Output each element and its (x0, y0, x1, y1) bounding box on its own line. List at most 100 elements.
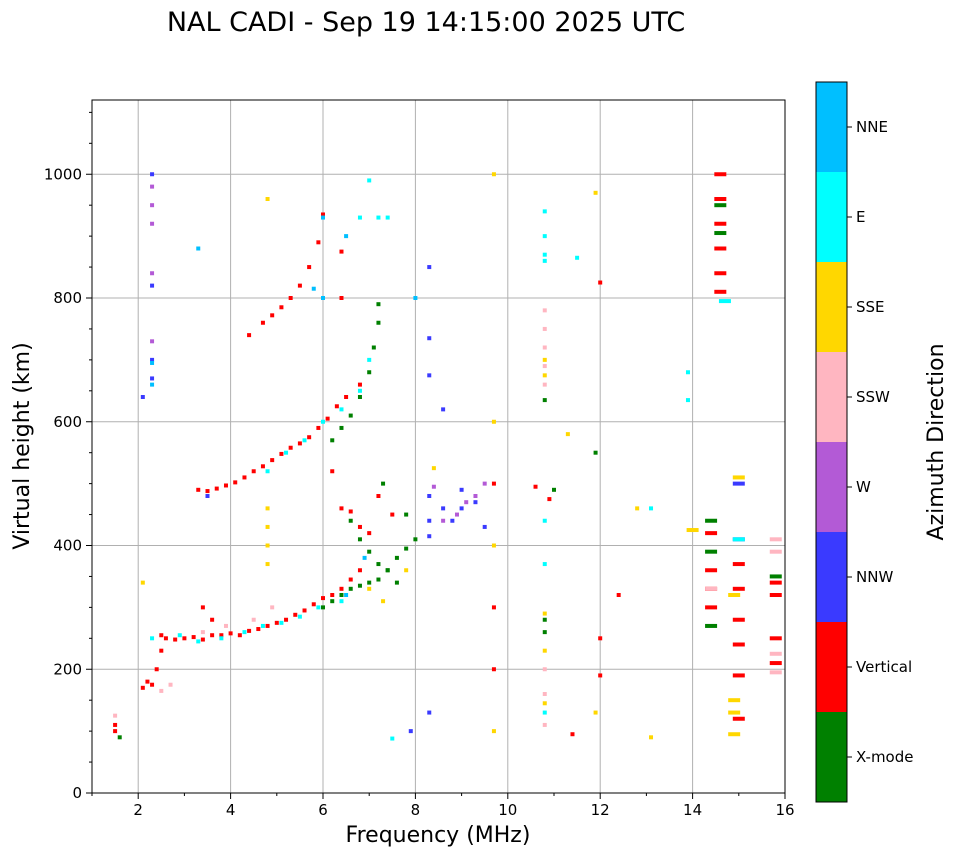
data-point (284, 617, 289, 622)
data-point (256, 627, 261, 632)
data-point (385, 568, 390, 573)
data-point (570, 732, 575, 737)
data-point (732, 617, 745, 622)
colorbar-label: W (856, 478, 871, 496)
x-tick-label: 16 (775, 801, 794, 819)
colorbar-segment (816, 442, 847, 532)
data-point (311, 286, 316, 291)
data-point (270, 605, 275, 610)
data-point (150, 184, 155, 189)
data-point (344, 593, 349, 597)
data-point (348, 577, 353, 582)
data-point (150, 382, 155, 387)
data-point (769, 661, 782, 666)
data-point (649, 506, 654, 511)
data-point (381, 599, 386, 604)
data-point (473, 500, 478, 505)
data-point (728, 710, 741, 715)
data-point (705, 568, 718, 573)
data-point (196, 246, 201, 251)
colorbar-label: SSE (856, 298, 885, 316)
data-point (732, 537, 745, 542)
data-point (348, 509, 353, 514)
data-point (404, 568, 409, 573)
data-point (150, 221, 155, 226)
x-tick-label: 2 (133, 801, 143, 819)
data-point (117, 735, 122, 740)
data-point (427, 710, 432, 715)
data-point (542, 382, 547, 387)
data-point (113, 729, 118, 734)
data-point (542, 630, 547, 635)
data-point (376, 320, 381, 325)
data-point (367, 549, 372, 554)
colorbar-frame (815, 81, 848, 803)
data-point (394, 580, 399, 585)
data-point (339, 296, 344, 300)
data-point (260, 623, 265, 628)
data-point (150, 271, 155, 276)
data-point (427, 518, 432, 523)
data-point (649, 735, 654, 740)
data-point (330, 469, 335, 474)
data-point (542, 518, 547, 523)
data-point (307, 435, 312, 440)
data-point (728, 732, 741, 737)
y-tick-label: 600 (53, 413, 82, 431)
data-point (177, 633, 182, 638)
data-point (214, 486, 219, 491)
data-point (357, 537, 362, 542)
data-point (265, 562, 270, 567)
data-point (367, 580, 372, 585)
data-point (357, 524, 362, 529)
data-point (714, 172, 727, 177)
data-point (728, 698, 741, 703)
data-point (223, 623, 228, 628)
data-point (344, 395, 349, 399)
data-point (464, 500, 469, 505)
data-point (385, 215, 390, 220)
data-point (288, 445, 293, 450)
data-point (321, 605, 325, 610)
data-point (339, 407, 344, 412)
data-point (718, 299, 731, 304)
colorbar-label: NNE (856, 118, 888, 136)
data-point (297, 614, 302, 619)
data-point (714, 231, 727, 236)
data-point (325, 416, 330, 421)
data-point (330, 593, 335, 597)
data-point (714, 271, 727, 276)
data-point (339, 506, 344, 511)
colorbar-label: E (856, 208, 865, 226)
data-point (482, 524, 487, 529)
data-point (228, 631, 233, 636)
colorbar-title: Azimuth Direction (924, 343, 949, 540)
data-point (491, 481, 496, 486)
data-point (321, 212, 325, 217)
data-point (542, 722, 547, 727)
y-axis-ticks: 0 200 400 600 800 1000 (44, 111, 92, 802)
data-point (732, 673, 745, 678)
data-point (394, 555, 399, 560)
data-point (491, 605, 496, 610)
data-point (297, 283, 302, 288)
x-tick-label: 4 (226, 801, 236, 819)
data-point (362, 555, 367, 560)
data-point (302, 608, 307, 613)
data-point (413, 296, 418, 300)
data-point (357, 583, 362, 588)
y-tick-label: 400 (53, 537, 82, 555)
data-point (593, 710, 598, 715)
data-point (348, 586, 353, 591)
data-point (431, 484, 436, 489)
data-point (200, 637, 205, 642)
data-point (150, 360, 155, 365)
data-point (593, 190, 598, 195)
data-point (330, 438, 335, 443)
data-point (339, 599, 344, 604)
data-point (293, 612, 298, 617)
data-point (714, 197, 727, 201)
data-point (705, 605, 718, 610)
data-point (427, 265, 432, 270)
